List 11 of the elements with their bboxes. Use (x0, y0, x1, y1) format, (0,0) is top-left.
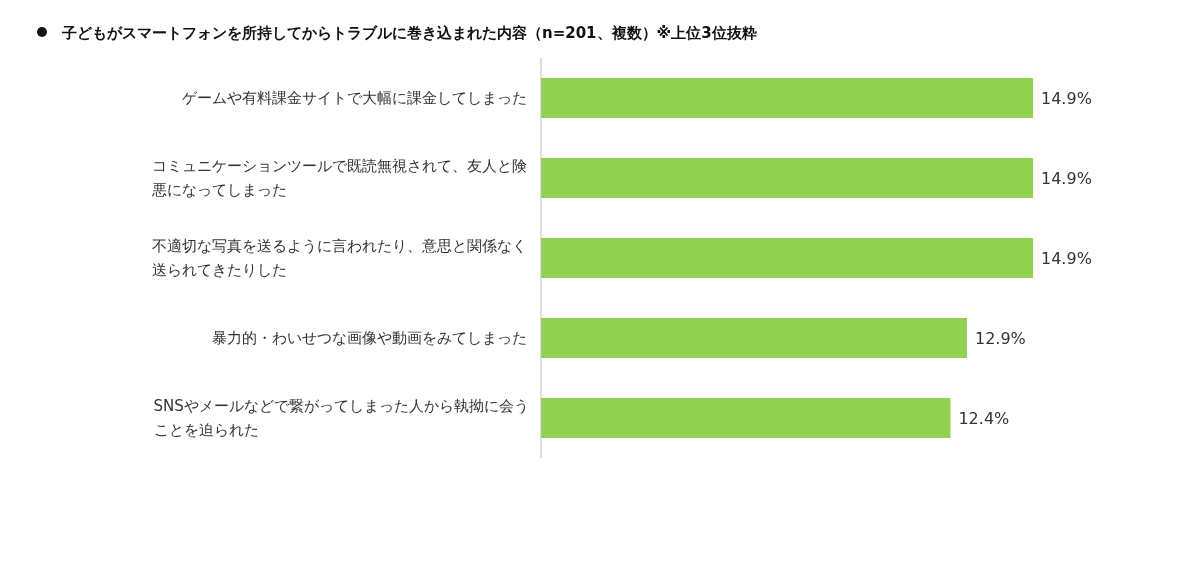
y-tick-label: コミュニケーションツールで既読無視されて、友人と険悪になってしまった (151, 157, 527, 199)
data-label: 12.4% (958, 409, 1010, 428)
y-tick-label: SNSやメールなどで繋がってしまった人から執拗に会うことを迫られた (153, 397, 529, 439)
data-label: 14.9% (1041, 169, 1092, 188)
y-tick-label: 不適切な写真を送るように言われたり、意思と関係なく送られてきたりした (152, 237, 527, 279)
y-tick-label: 暴力的・わいせつな画像や動画をみてしまった (212, 329, 527, 347)
y-tick-label: ゲームや有料課金サイトで大幅に課金してしまった (182, 89, 527, 107)
text: 子どもがスマートフォンを所持してからトラブルに巻き込まれた内容（n=201、複数）※上位3位抜粋 (61, 24, 757, 42)
data-label: 12.9% (974, 329, 1026, 348)
data-label: 14.9% (1041, 89, 1092, 108)
data-label: 14.9% (1041, 249, 1092, 268)
